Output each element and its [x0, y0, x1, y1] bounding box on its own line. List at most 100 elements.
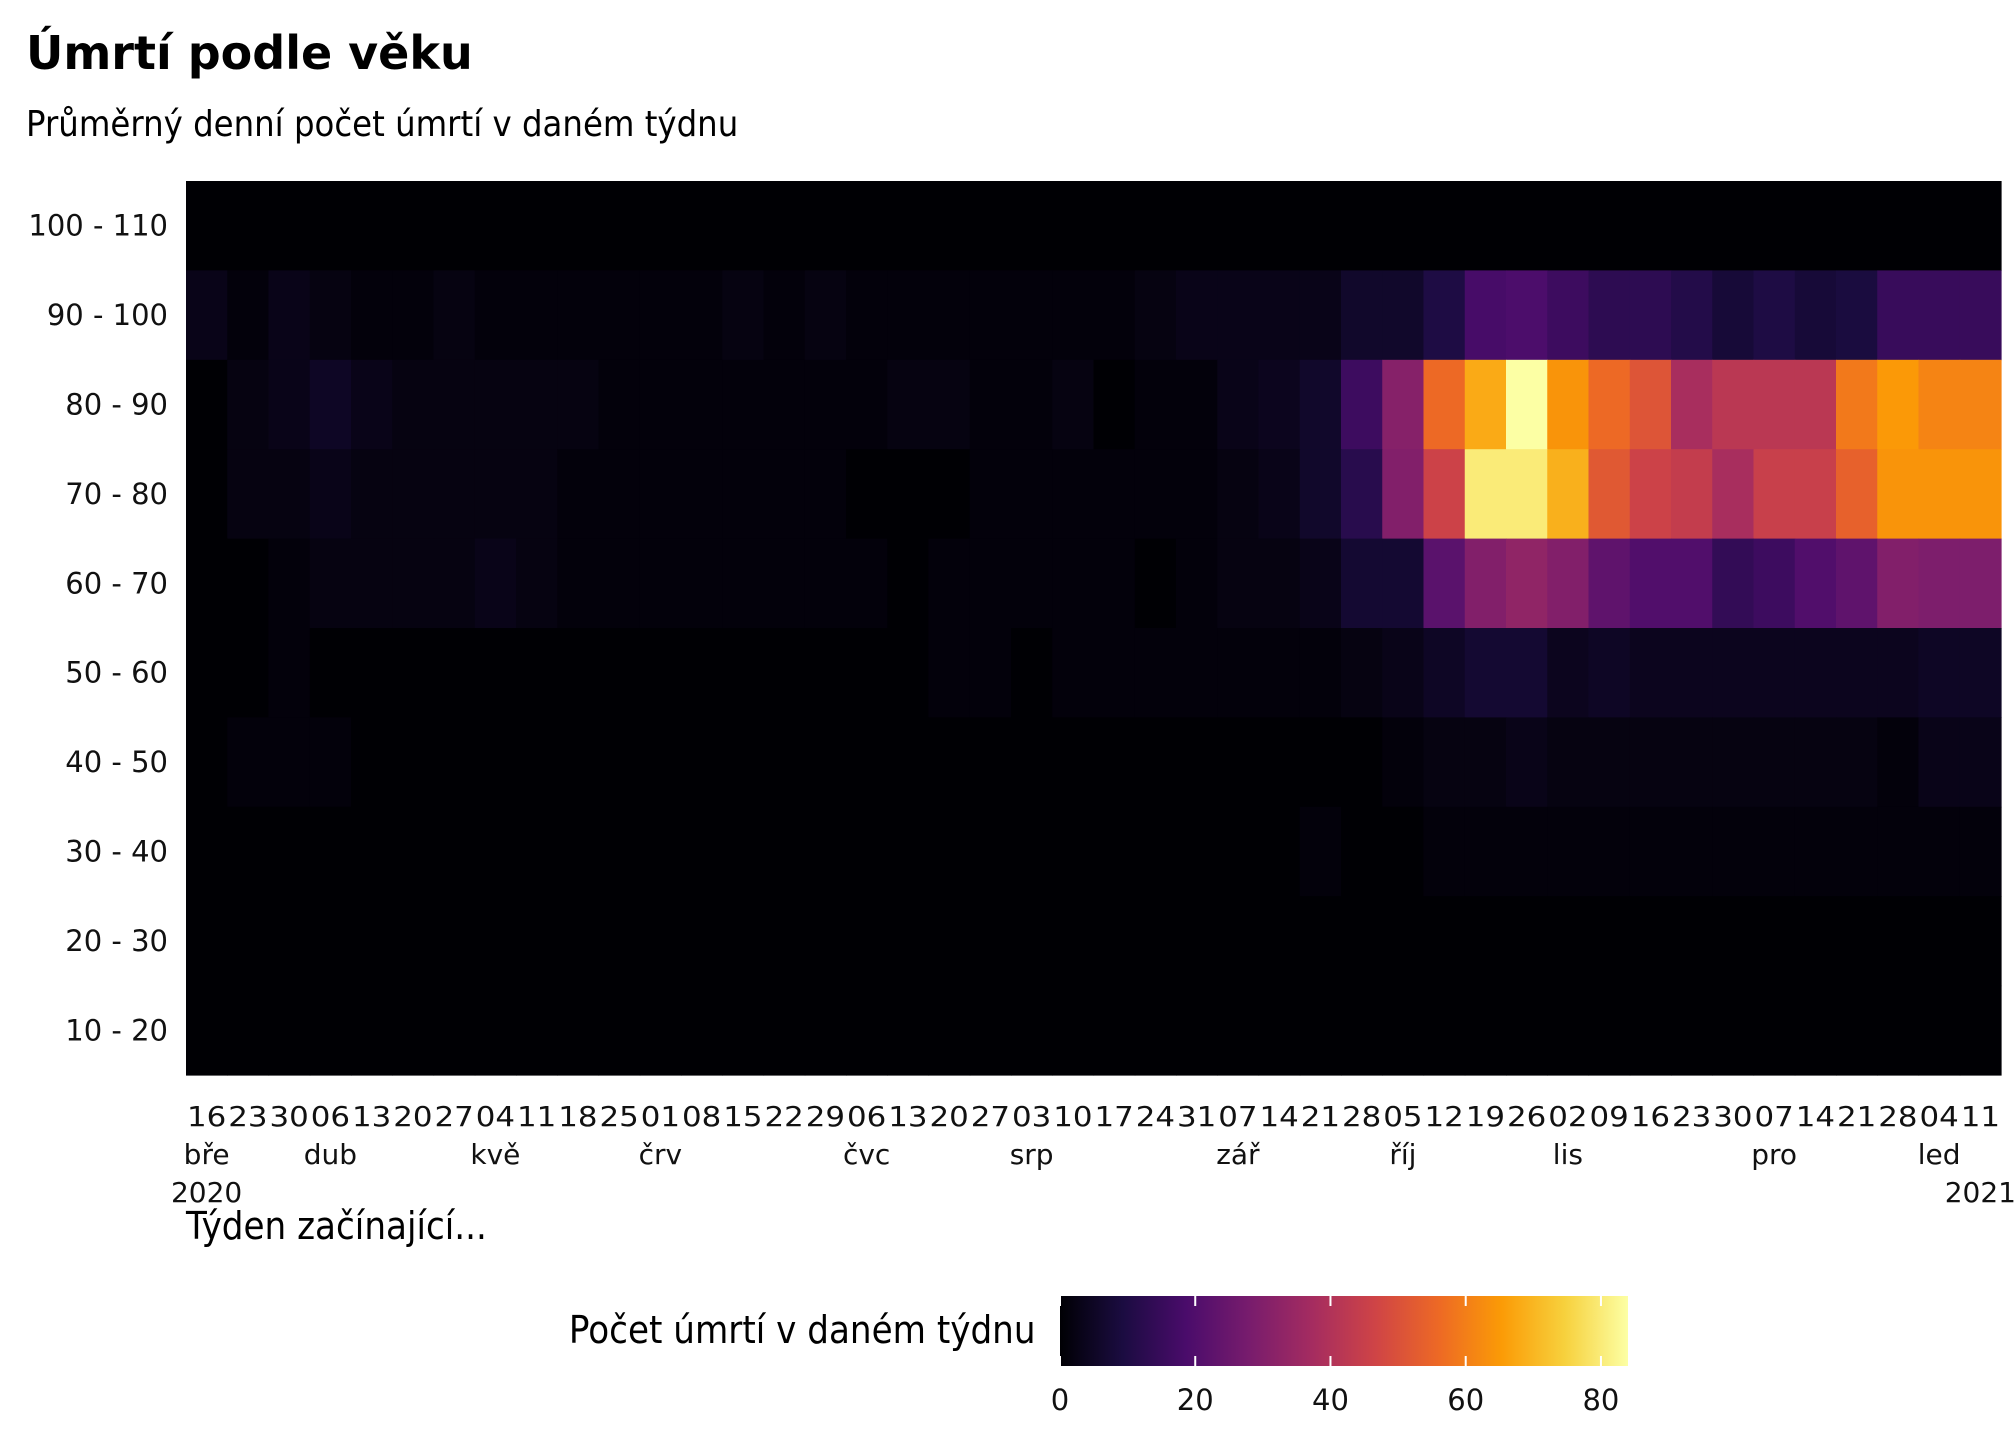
heatmap-cell — [433, 538, 476, 629]
x-tick-label-day: 23 — [228, 1100, 267, 1133]
heatmap-cell — [1753, 181, 1796, 271]
heatmap-cell — [1877, 806, 1920, 897]
heatmap-cell — [1423, 717, 1466, 808]
heatmap-cell — [1877, 896, 1920, 987]
heatmap-cell — [1176, 717, 1218, 808]
heatmap-cell — [1093, 806, 1136, 897]
heatmap-cell — [804, 449, 847, 540]
heatmap-cell — [1382, 896, 1425, 987]
heatmap-cell — [1671, 538, 1713, 629]
x-tick-label-day: 12 — [1424, 1100, 1463, 1133]
heatmap-cell — [928, 806, 971, 897]
heatmap-cell — [268, 538, 311, 629]
heatmap-cell — [557, 181, 600, 271]
x-tick-label-day: 01 — [641, 1100, 680, 1133]
heatmap-cell — [268, 628, 311, 718]
heatmap-cell — [1382, 270, 1425, 361]
heatmap-cell — [887, 806, 930, 897]
heatmap-cell — [1176, 270, 1218, 361]
heatmap-cell — [309, 806, 352, 897]
heatmap-cell — [186, 181, 228, 271]
heatmap-cell — [1877, 628, 1920, 718]
heatmap-cell — [227, 896, 270, 987]
heatmap-cell — [887, 449, 930, 540]
heatmap-cell — [1093, 181, 1136, 271]
legend-tick-label: 0 — [1051, 1383, 1069, 1417]
heatmap-cell — [1629, 538, 1672, 629]
heatmap-cell — [268, 359, 311, 450]
x-tick-label-month: pro — [1751, 1138, 1797, 1171]
heatmap-cell — [1547, 449, 1590, 540]
y-tick-label: 70 - 80 — [65, 477, 168, 511]
heatmap-cell — [1588, 628, 1631, 718]
heatmap-cell — [1959, 628, 2002, 718]
heatmap-cell — [681, 359, 723, 450]
heatmap-cell — [1588, 896, 1631, 987]
heatmap-cell — [1423, 896, 1466, 987]
heatmap-cell — [1134, 896, 1177, 987]
heatmap-cell — [1712, 717, 1755, 808]
heatmap-cell — [722, 806, 765, 897]
y-tick-label: 20 - 30 — [65, 924, 168, 958]
heatmap-cell — [309, 359, 352, 450]
y-tick-label: 30 - 40 — [65, 835, 168, 869]
x-tick-label-day: 28 — [1342, 1100, 1381, 1133]
heatmap-cell — [1547, 538, 1590, 629]
heatmap-cell — [1134, 449, 1177, 540]
heatmap-cell — [1959, 270, 2002, 361]
heatmap-cell — [474, 806, 517, 897]
heatmap-cell — [1588, 806, 1631, 897]
heatmap-cell — [969, 270, 1012, 361]
heatmap-cell — [1299, 717, 1342, 808]
heatmap-cell — [1959, 717, 2002, 808]
heatmap-cell — [1794, 270, 1837, 361]
heatmap-cell — [804, 270, 847, 361]
heatmap-cell — [969, 717, 1012, 808]
x-tick-label-day: 11 — [517, 1100, 556, 1133]
heatmap-cell — [1423, 628, 1466, 718]
heatmap-cell — [1794, 181, 1837, 271]
heatmap-cell — [1176, 181, 1218, 271]
heatmap-cell — [1753, 270, 1796, 361]
heatmap-cell — [227, 985, 270, 1076]
heatmap-cell — [763, 538, 806, 629]
heatmap-cell — [1217, 717, 1260, 808]
heatmap-cell — [598, 181, 641, 271]
x-tick-label-month: bře — [184, 1138, 230, 1171]
heatmap-cell — [1011, 628, 1053, 718]
x-tick-label-month: kvě — [470, 1138, 520, 1171]
x-tick-label-day: 30 — [1713, 1100, 1752, 1133]
heatmap-cell — [392, 538, 435, 629]
heatmap-cell — [1176, 449, 1218, 540]
heatmap-cell — [1836, 628, 1878, 718]
x-tick-label-month: dub — [304, 1138, 357, 1171]
heatmap-cell — [1629, 449, 1672, 540]
heatmap-cell — [186, 359, 228, 450]
heatmap-cell — [1217, 181, 1260, 271]
heatmap-cell — [1052, 449, 1095, 540]
x-tick-label-day: 08 — [682, 1100, 721, 1133]
heatmap-cell — [887, 896, 930, 987]
heatmap-cell — [887, 717, 930, 808]
heatmap-cell — [227, 449, 270, 540]
heatmap-cell — [1877, 449, 1920, 540]
heatmap-cell — [1258, 896, 1301, 987]
heatmap-cell — [1423, 181, 1466, 271]
x-tick-label-day: 15 — [723, 1100, 762, 1133]
heatmap-cell — [1258, 181, 1301, 271]
heatmap-cell — [309, 449, 352, 540]
heatmap-cell — [1011, 806, 1053, 897]
x-tick-label-day: 13 — [352, 1100, 391, 1133]
heatmap-cell — [1588, 359, 1631, 450]
x-tick-label-day: 30 — [269, 1100, 308, 1133]
heatmap-cell — [1753, 628, 1796, 718]
heatmap-cell — [392, 806, 435, 897]
heatmap-cell — [846, 270, 888, 361]
heatmap-cell — [804, 359, 847, 450]
heatmap-cell — [763, 181, 806, 271]
y-tick-label: 40 - 50 — [65, 745, 168, 779]
heatmap-cell — [186, 270, 228, 361]
heatmap-cell — [1134, 538, 1177, 629]
heatmap-cell — [474, 896, 517, 987]
heatmap-cell — [1052, 985, 1095, 1076]
